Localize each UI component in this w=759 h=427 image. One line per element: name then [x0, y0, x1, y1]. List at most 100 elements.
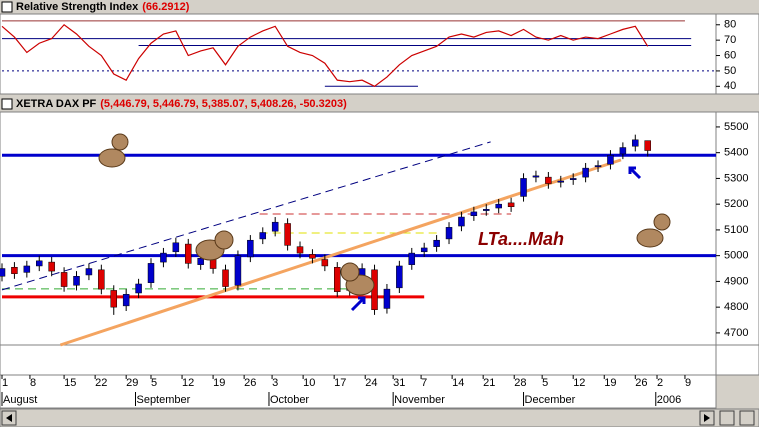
candle-body: [185, 243, 192, 264]
month-label: September: [136, 394, 190, 406]
candle-body: [644, 140, 651, 151]
candle-body: [0, 268, 6, 277]
price-title: XETRA DAX PF: [16, 98, 97, 110]
month-label: 2006: [657, 394, 681, 406]
month-label: November: [394, 394, 445, 406]
x-tick-label: 26: [635, 377, 647, 389]
x-tick-label: 5: [542, 377, 548, 389]
candle-body: [122, 294, 130, 307]
candle-body: [383, 288, 391, 309]
price-plot: [0, 111, 717, 346]
candle-body: [520, 178, 527, 197]
x-tick-label: 24: [365, 377, 377, 389]
x-tick-label: 12: [573, 377, 585, 389]
empty-panel: [0, 344, 717, 376]
candle-body: [60, 272, 68, 287]
month-label: October: [270, 394, 309, 406]
x-tick-label: 29: [126, 377, 138, 389]
candle-body: [532, 175, 540, 178]
candle-body: [135, 283, 142, 294]
x-tick-label: 3: [272, 377, 278, 389]
arrow-icon: [350, 296, 366, 312]
x-tick-label: 10: [303, 377, 315, 389]
candle-body: [619, 147, 627, 155]
x-tick-label: 22: [95, 377, 107, 389]
candle-body: [408, 252, 416, 265]
y-tick-label: 5000: [724, 250, 748, 262]
zoom-in[interactable]: [739, 410, 755, 426]
x-tick-label: 2: [657, 377, 663, 389]
candle-body: [309, 254, 316, 259]
candle-body: [23, 265, 31, 273]
panel-icon[interactable]: [1, 98, 13, 110]
trend-line: [59, 158, 622, 347]
trend-line: [1, 141, 491, 291]
scrollbar[interactable]: [0, 408, 759, 427]
arrow-icon: [704, 414, 710, 422]
candle-body: [470, 211, 478, 217]
candle-body: [334, 266, 341, 292]
y-tick-label: 4900: [724, 275, 748, 287]
x-tick-label: 17: [334, 377, 346, 389]
x-tick-label: 14: [452, 377, 464, 389]
y-tick-label: 50: [724, 65, 736, 77]
y-tick-label: 4700: [724, 327, 748, 339]
candle-body: [321, 259, 329, 267]
candle-body: [110, 290, 118, 308]
arrow-icon: [628, 166, 642, 180]
month-label: December: [525, 394, 576, 406]
y-tick-label: 70: [724, 34, 736, 46]
x-tick-label: 31: [393, 377, 405, 389]
candle-body: [433, 239, 440, 247]
x-tick-label: 21: [483, 377, 495, 389]
price-header: [0, 96, 759, 112]
candle-body: [632, 139, 639, 147]
x-tick-label: 8: [30, 377, 36, 389]
marks: 40 50 60 70 80 4700 4800 4900 5000 5100 5200 5300 54…: [0, 19, 748, 406]
x-tick-label: 19: [213, 377, 225, 389]
x-tick-label: 1: [2, 377, 8, 389]
candle-body: [197, 257, 204, 265]
x-tick-label: 28: [514, 377, 526, 389]
x-tick-label: 9: [685, 377, 691, 389]
candle-body: [247, 239, 254, 258]
candle-body: [396, 265, 403, 289]
candle-body: [296, 246, 304, 254]
candle-body: [284, 223, 291, 246]
candle-body: [11, 266, 18, 274]
candle-body: [160, 252, 167, 263]
cat-icon: [98, 133, 671, 296]
x-tick-label: 5: [151, 377, 157, 389]
candle-body: [607, 155, 614, 165]
panel-icon[interactable]: [1, 1, 13, 13]
candle-body: [234, 255, 242, 286]
candle-body: [545, 176, 552, 184]
candle-body: [557, 180, 565, 183]
candle-body: [594, 165, 602, 168]
candle-body: [495, 203, 502, 209]
y-tick-label: 5300: [724, 172, 748, 184]
price-value: (5,446.79, 5,446.79, 5,385.07, 5,408.26,…: [100, 98, 347, 110]
candle-body: [483, 209, 490, 211]
candle-body: [259, 232, 267, 240]
arrow-icon: [6, 414, 12, 422]
y-tick-label: 4800: [724, 301, 748, 313]
zoom-out[interactable]: [719, 410, 735, 426]
candle-body: [569, 178, 577, 180]
date-axis: [0, 374, 717, 409]
x-tick-label: 19: [604, 377, 616, 389]
candle-body: [445, 227, 453, 240]
rsi-line: [1, 23, 649, 88]
candle-body: [420, 247, 428, 253]
y-tick-label: 5400: [724, 147, 748, 159]
y-tick-label: 5100: [724, 224, 748, 236]
candle-body: [98, 269, 105, 290]
candle-body: [36, 260, 43, 267]
y-tick-label: 5500: [724, 121, 748, 133]
candle-body: [48, 261, 55, 272]
rsi-header: [0, 0, 759, 14]
rsi-title: Relative Strength Index: [16, 1, 139, 13]
rsi-plot: [0, 13, 717, 95]
candle-body: [172, 242, 180, 253]
